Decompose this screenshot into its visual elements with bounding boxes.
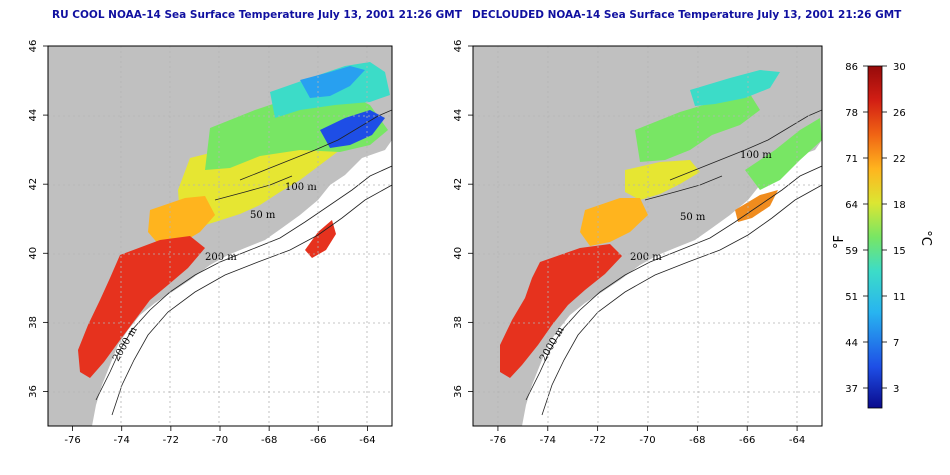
left-sst-red-offshore [305, 220, 336, 258]
left-lat-tick-label: 46 [28, 40, 39, 53]
colorbar-celsius-unit: °C [918, 230, 933, 246]
left-sst-blue [300, 66, 365, 98]
colorbar-celsius-label: 15 [893, 246, 906, 257]
left-sst-red [78, 236, 205, 378]
left-isobath-label-100: 100 m [285, 182, 317, 193]
colorbar-fahrenheit-label: 44 [845, 338, 858, 349]
right-lat-tick-label: 40 [453, 247, 464, 260]
left-map: 50 m 100 m 200 m 2000 m -76 -74 -72 -70 -68-… [28, 40, 393, 446]
right-isobath-50 [644, 175, 723, 201]
right-lat-tick-label: 38 [453, 316, 464, 329]
right-axis-ticks: -76 -74 -72 -70 -68 -66 -64 46 44 42 40 38 36 [453, 40, 805, 446]
right-sst-yellow [625, 160, 700, 200]
left-isobath-100 [239, 109, 392, 181]
colorbar-celsius-label: 11 [893, 292, 906, 303]
right-grid [473, 46, 822, 426]
left-sst-green [205, 90, 388, 170]
right-isobath-2000 [541, 184, 822, 416]
left-sst-darkblue [320, 110, 385, 148]
left-lon-tick-label: -76 [64, 435, 80, 446]
right-isobath-100 [669, 109, 822, 181]
left-lat-tick-label: 40 [28, 247, 39, 260]
left-lon-tick-label: -70 [212, 435, 228, 446]
colorbar-celsius-label: 3 [893, 384, 899, 395]
right-sst-green [635, 94, 760, 162]
left-isobath-200 [95, 165, 392, 401]
right-sst-red [500, 244, 622, 378]
colorbar: 86 78 71 64 59 51 44 37 30 26 22 18 15 11 7 3 °F °C [832, 62, 933, 409]
right-lon-tick-label: -72 [589, 435, 605, 446]
colorbar-celsius-label: 30 [893, 62, 906, 73]
colorbar-fahrenheit-label: 86 [845, 62, 858, 73]
right-lat-tick-label: 46 [453, 40, 464, 53]
left-isobath-label-200: 200 m [205, 252, 237, 263]
right-sst-orange [580, 198, 648, 246]
right-lat-tick-label: 42 [453, 178, 464, 191]
colorbar-celsius-label: 18 [893, 200, 906, 211]
colorbar-fahrenheit-label: 71 [845, 154, 858, 165]
right-lon-tick-label: -70 [639, 435, 655, 446]
colorbar-fahrenheit-label: 59 [845, 246, 858, 257]
right-sst-cyan [690, 70, 780, 106]
left-sst-orange [148, 196, 215, 246]
colorbar-ticks: 86 78 71 64 59 51 44 37 30 26 22 18 15 11 7 3 [845, 62, 905, 395]
right-lat-tick-label: 36 [453, 385, 464, 398]
right-lon-tick-label: -64 [789, 435, 805, 446]
left-lat-tick-label: 42 [28, 178, 39, 191]
colorbar-fahrenheit-label: 51 [845, 292, 858, 303]
right-sst-orange-east [735, 190, 778, 222]
right-lon-tick-label: -66 [739, 435, 755, 446]
colorbar-celsius-label: 7 [893, 338, 899, 349]
right-isobath-200 [525, 165, 822, 401]
left-isobath-2000 [111, 184, 392, 416]
left-grid [48, 46, 392, 426]
right-isobath-label-200: 200 m [630, 252, 662, 263]
left-lat-tick-label: 36 [28, 385, 39, 398]
right-map: 50 m 100 m 200 m 2000 m -76 -74 -72 -70 -68-… [453, 40, 823, 446]
colorbar-fahrenheit-label: 37 [845, 384, 858, 395]
left-lon-tick-label: -68 [261, 435, 277, 446]
left-isobath-label-50: 50 m [250, 210, 276, 221]
right-lon-tick-label: -76 [490, 435, 506, 446]
left-lon-tick-label: -66 [310, 435, 326, 446]
right-map-land [473, 46, 822, 426]
right-lon-tick-label: -68 [689, 435, 705, 446]
colorbar-gradient [867, 65, 883, 409]
right-map-title: DECLOUDED NOAA-14 Sea Surface Temperatur… [472, 9, 902, 21]
left-isobath-50 [214, 175, 293, 201]
colorbar-fahrenheit-unit: °F [832, 235, 847, 249]
colorbar-fahrenheit-label: 64 [845, 200, 858, 211]
left-lat-tick-label: 44 [28, 109, 39, 122]
left-lon-tick-label: -72 [163, 435, 179, 446]
colorbar-celsius-label: 22 [893, 154, 906, 165]
right-lon-tick-label: -74 [540, 435, 556, 446]
right-isobath-label-100: 100 m [740, 150, 772, 161]
right-isobath-label-50: 50 m [680, 212, 706, 223]
left-axis-ticks: -76 -74 -72 -70 -68 -66 -64 46 44 42 40 38 36 [28, 40, 376, 446]
left-lat-tick-label: 38 [28, 316, 39, 329]
right-sst-green-east [745, 118, 822, 190]
left-lon-tick-label: -64 [359, 435, 375, 446]
left-map-title: RU COOL NOAA-14 Sea Surface Temperature … [52, 9, 462, 21]
left-lon-tick-label: -74 [114, 435, 130, 446]
right-lat-tick-label: 44 [453, 109, 464, 122]
colorbar-celsius-label: 26 [893, 108, 906, 119]
colorbar-fahrenheit-label: 78 [845, 108, 858, 119]
